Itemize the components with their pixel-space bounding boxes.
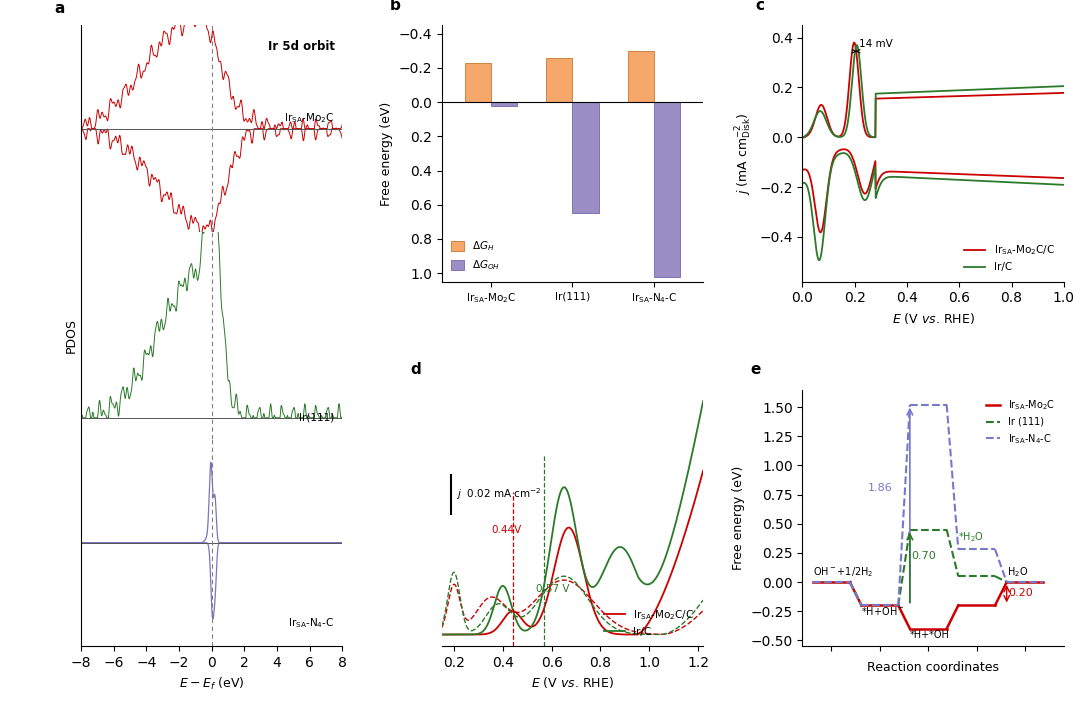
Legend: Ir$_{\mathregular{SA}}$-Mo$_2$C/C, Ir/C: Ir$_{\mathregular{SA}}$-Mo$_2$C/C, Ir/C [960,239,1058,276]
Text: Ir$_{\mathregular{SA}}$-N$_4$-C: Ir$_{\mathregular{SA}}$-N$_4$-C [288,616,335,630]
Text: OH$^-$+1/2H$_2$: OH$^-$+1/2H$_2$ [813,565,874,579]
X-axis label: $E$ (V $vs$. RHE): $E$ (V $vs$. RHE) [531,676,613,691]
Text: Ir(111): Ir(111) [299,413,335,423]
X-axis label: $E$ (V $vs$. RHE): $E$ (V $vs$. RHE) [892,311,974,326]
Bar [546,57,572,102]
Text: d: d [410,362,421,377]
Text: H$_2$O: H$_2$O [1007,565,1028,579]
Text: Ir 5d orbit: Ir 5d orbit [268,39,335,52]
Text: $j$  0.02 mA cm$^{-2}$: $j$ 0.02 mA cm$^{-2}$ [457,487,542,503]
Legend: $\Delta G_H$, $\Delta G_{OH}$: $\Delta G_H$, $\Delta G_{OH}$ [447,236,504,276]
Text: 0.44V: 0.44V [491,526,522,536]
Text: 14 mV: 14 mV [859,39,892,49]
X-axis label: Reaction coordinates: Reaction coordinates [867,661,999,674]
Text: 0.57 V: 0.57 V [536,584,569,594]
Text: *H+OH$^-$: *H+OH$^-$ [862,605,905,617]
Y-axis label: Free energy (eV): Free energy (eV) [380,101,393,205]
Text: 0.20: 0.20 [1008,588,1032,598]
Bar [654,102,680,276]
Y-axis label: Free energy (eV): Free energy (eV) [732,466,745,570]
Text: *H$_2$O: *H$_2$O [958,530,984,544]
Bar [572,102,598,213]
Bar [464,62,490,102]
Legend: Ir$_{\mathregular{SA}}$-Mo$_2$C, Ir (111), Ir$_{\mathregular{SA}}$-N$_4$-C: Ir$_{\mathregular{SA}}$-Mo$_2$C, Ir (111… [982,394,1058,449]
Y-axis label: PDOS: PDOS [65,318,78,353]
Bar [627,51,654,102]
Text: 0.70: 0.70 [912,551,936,561]
Text: e: e [751,362,760,377]
X-axis label: $E-E_f$ (eV): $E-E_f$ (eV) [179,676,244,691]
Text: 1.86: 1.86 [867,483,892,493]
Y-axis label: $j$ (mA cm$^{-2}_{\mathregular{Disk}}$): $j$ (mA cm$^{-2}_{\mathregular{Disk}}$) [733,112,754,195]
Legend: Ir$_{\mathregular{SA}}$-Mo$_2$C/C, Ir/C: Ir$_{\mathregular{SA}}$-Mo$_2$C/C, Ir/C [599,604,698,641]
Text: a: a [55,1,65,16]
Text: *H+*OH: *H+*OH [909,630,949,640]
Text: b: b [390,0,401,13]
Text: Ir$_{\mathregular{SA}}$-Mo$_2$C: Ir$_{\mathregular{SA}}$-Mo$_2$C [284,111,335,125]
Text: c: c [755,0,765,13]
Bar [490,102,517,106]
